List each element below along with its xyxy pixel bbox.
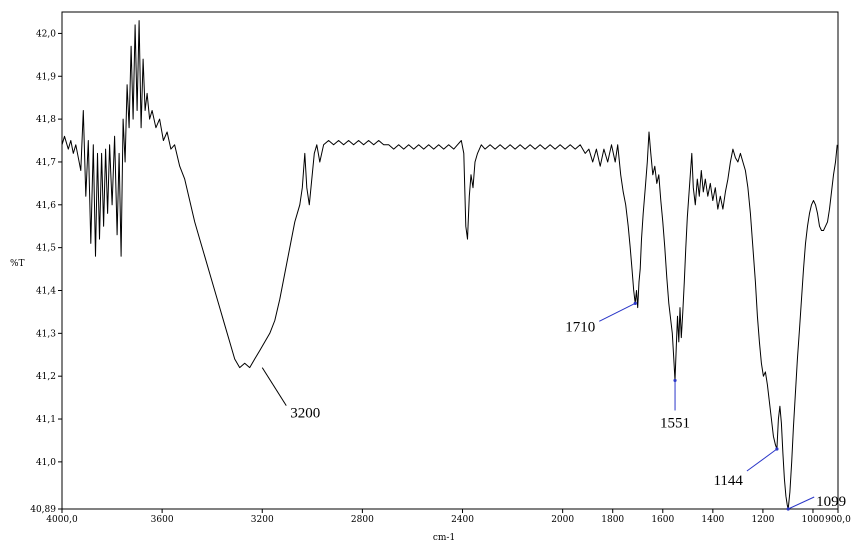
y-tick-label: 41,1 (36, 415, 56, 425)
spectrum-line (61, 20, 838, 510)
x-tick-label: 2000 (551, 515, 574, 525)
peak-leader-line (599, 302, 636, 322)
x-tick-label: 4000,0 (46, 515, 78, 525)
y-tick-label: 41,2 (36, 372, 56, 382)
peak-label: 3200 (290, 406, 320, 422)
x-tick-label: 1200 (751, 515, 774, 525)
x-tick-label: 2800 (351, 515, 374, 525)
y-tick-label: 41,8 (36, 115, 56, 125)
y-tick-label: 41,5 (36, 244, 56, 254)
x-tick-label: 3200 (251, 515, 274, 525)
x-axis-ticks: 4000,0 3600 3200 2800 2400 2000 1800 1600 1400 12… (46, 509, 851, 525)
x-tick-label: 900,0 (825, 515, 851, 525)
x-tick-label: 3600 (151, 515, 174, 525)
peak-annotations: 3200 1710 1551 1144 1099 (261, 301, 846, 511)
y-tick-label: 42,0 (36, 29, 56, 39)
y-tick-label: 41,7 (36, 158, 56, 168)
peak-marker (786, 507, 790, 511)
y-tick-label: 40,89 (30, 505, 56, 515)
peak-label: 1710 (565, 319, 595, 335)
peak-marker (633, 301, 637, 305)
x-axis-label: cm-1 (433, 533, 455, 543)
peak-label: 1551 (660, 415, 690, 431)
x-tick-label: 2400 (451, 515, 474, 525)
y-tick-label: 41,0 (36, 458, 56, 468)
peak-marker (673, 378, 677, 383)
y-tick-label: 41,4 (36, 286, 56, 296)
peak-leader-line (261, 367, 287, 406)
plot-border (61, 11, 839, 510)
y-axis-label: %T (10, 259, 25, 269)
x-tick-label: 1400 (701, 515, 724, 525)
y-tick-label: 41,9 (36, 72, 56, 82)
peak-marker (775, 447, 779, 451)
x-tick-label: 1000 (802, 515, 825, 525)
y-tick-label: 41,6 (36, 201, 56, 211)
y-tick-label: 41,3 (36, 329, 56, 339)
peak-label: 1144 (713, 473, 743, 489)
x-tick-label: 1800 (601, 515, 624, 525)
peak-leader-line (746, 448, 778, 472)
peak-leader-line (787, 496, 815, 510)
y-axis-ticks: 40,89 41,0 41,1 41,2 41,3 41,4 41,5 41,6 41,7 41,… (30, 29, 62, 515)
peak-label: 1099 (816, 494, 846, 510)
x-tick-label: 1600 (651, 515, 674, 525)
plot-frame (61, 11, 839, 510)
series-layer (61, 20, 838, 510)
